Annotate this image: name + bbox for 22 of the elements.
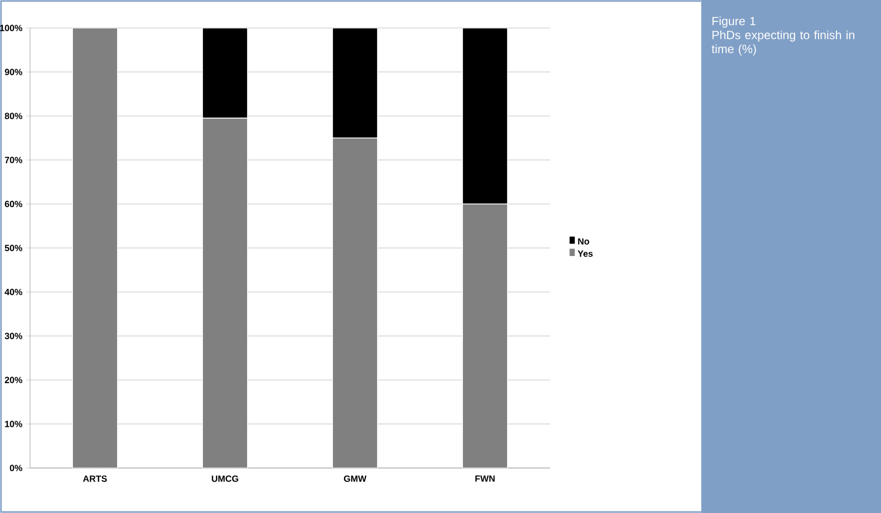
y-tick-label: 50% bbox=[4, 244, 22, 252]
legend-label: No bbox=[578, 238, 590, 245]
y-tick-label: 0% bbox=[10, 464, 22, 472]
bar bbox=[332, 28, 378, 138]
y-tick-label: 30% bbox=[4, 332, 22, 340]
bar bbox=[462, 28, 508, 204]
y-tick-label: 40% bbox=[4, 288, 22, 296]
y-tick-label: 60% bbox=[4, 200, 22, 208]
y-tick-label: 90% bbox=[4, 68, 22, 76]
legend-label: Yes bbox=[578, 250, 593, 257]
y-tick-label: 80% bbox=[4, 112, 22, 120]
bar bbox=[202, 28, 248, 119]
text: PhDs expecting to finish in time (%) bbox=[712, 30, 854, 56]
y-tick-label: 20% bbox=[4, 376, 22, 384]
text: Figure 1 bbox=[712, 16, 756, 28]
x-tick-label: UMCG bbox=[212, 476, 238, 482]
y-tick-label: 100% bbox=[0, 24, 22, 32]
y-tick-label: 70% bbox=[4, 156, 22, 164]
x-tick-label: FWN bbox=[475, 476, 495, 482]
y-tick-label: 10% bbox=[5, 420, 22, 428]
x-tick-label: GMW bbox=[344, 476, 366, 482]
x-tick-label: ARTS bbox=[83, 476, 107, 482]
